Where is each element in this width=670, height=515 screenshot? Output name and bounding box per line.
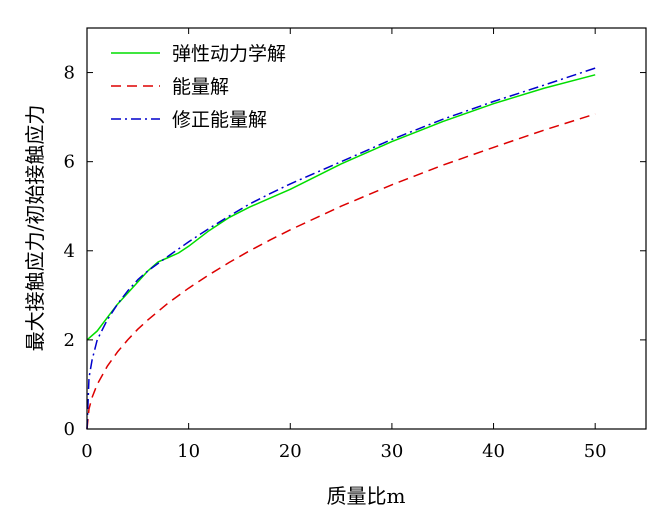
legend-label: 弹性动力学解 (172, 43, 286, 65)
y-tick-label: 6 (64, 152, 75, 173)
ticks-layer: 0 10 20 30 40 50 0 2 4 6 8 (64, 28, 646, 462)
series-layer (86, 67, 596, 430)
y-tick-label: 2 (64, 330, 75, 351)
x-axis-label: 质量比m (327, 484, 406, 508)
series-line-2 (86, 113, 596, 430)
y-tick-label: 8 (64, 63, 75, 84)
x-tick-label: 0 (81, 441, 92, 462)
legend-label: 修正能量解 (172, 109, 267, 131)
y-tick-label: 0 (64, 419, 75, 440)
legend-label: 能量解 (172, 76, 229, 98)
series-line-3 (86, 67, 596, 430)
x-tick-label: 20 (279, 441, 302, 462)
y-tick-label: 4 (64, 241, 75, 262)
series-line-1 (86, 74, 596, 341)
x-tick-label: 10 (177, 441, 200, 462)
x-tick-label: 30 (380, 441, 403, 462)
x-tick-label: 40 (482, 441, 505, 462)
x-tick-label: 50 (584, 441, 607, 462)
y-axis-label: 最大接触应力/初始接触应力 (23, 105, 47, 352)
plot-frame (86, 27, 647, 430)
